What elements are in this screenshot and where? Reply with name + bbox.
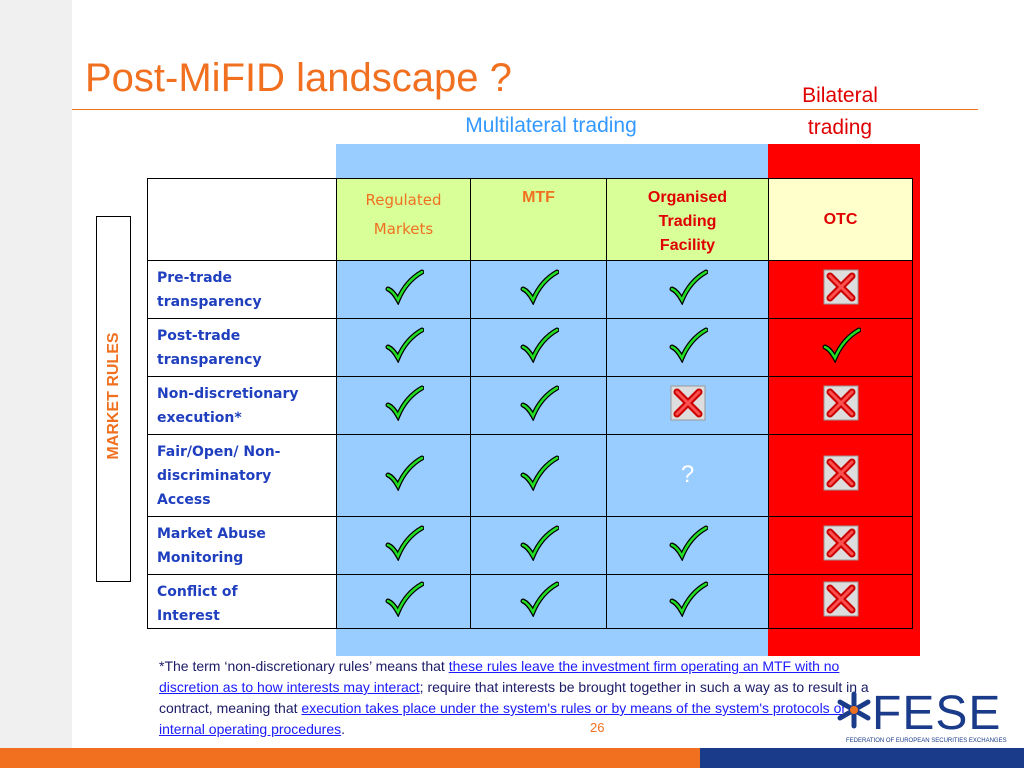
rule-cell [606, 260, 769, 319]
logo-subtitle: FEDERATION OF EUROPEAN SECURITIES EXCHAN… [846, 738, 1007, 744]
footer-bar-orange [0, 748, 700, 768]
check-icon [385, 385, 424, 422]
check-icon [385, 525, 424, 562]
footer-bar-blue [700, 748, 1024, 768]
check-icon [385, 455, 424, 492]
rule-cell [606, 376, 769, 435]
check-icon [669, 327, 708, 364]
rule-cell [768, 318, 913, 377]
cross-icon [823, 455, 858, 491]
rule-cell [768, 434, 913, 517]
header-cell: Regulated Markets [336, 178, 471, 261]
corner-cell [147, 178, 337, 261]
row-label: Pre-trade transparency [157, 270, 262, 310]
footnote-text: ; require that interests be brought toge… [159, 679, 869, 716]
multilateral-label: Multilateral trading [465, 114, 637, 137]
row-label: Fair/Open/ Non-discriminatory Access [157, 444, 281, 508]
rule-cell: ? [606, 434, 769, 517]
footnote-link: execution takes place under the system's… [159, 700, 847, 737]
rule-cell [336, 516, 471, 575]
header-cell: OTC [768, 178, 913, 261]
row-label-cell: Pre-trade transparency [147, 260, 337, 319]
row-label-cell: Post-trade transparency [147, 318, 337, 377]
rules-table: Regulated Markets MTF Organised Trading … [147, 178, 913, 629]
rule-cell [336, 376, 471, 435]
row-label-cell: Fair/Open/ Non-discriminatory Access [147, 434, 337, 517]
row-label: Conflict of Interest [157, 584, 238, 624]
check-icon [520, 385, 559, 422]
footnote: *The term ‘non-discretionary rules’ mean… [159, 656, 874, 740]
side-strip [0, 0, 72, 748]
logo-name: FESE [872, 687, 1002, 740]
footnote-text: . [341, 721, 346, 737]
rule-cell [336, 574, 471, 629]
rule-cell [768, 260, 913, 319]
table-row: Pre-trade transparency [147, 260, 913, 319]
title-rule [72, 109, 978, 110]
check-icon [385, 269, 424, 306]
check-icon [520, 581, 559, 618]
row-label: Post-trade transparency [157, 328, 262, 368]
rule-cell [606, 318, 769, 377]
header-cell: Organised Trading Facility [606, 178, 769, 261]
check-icon [669, 269, 708, 306]
rule-cell [336, 260, 471, 319]
check-icon [669, 525, 708, 562]
rule-cell [470, 574, 607, 629]
rule-cell [336, 434, 471, 517]
question-mark: ? [680, 461, 695, 488]
page-number: 26 [590, 720, 605, 735]
rule-cell [606, 516, 769, 575]
rule-cell [768, 516, 913, 575]
row-label-cell: Market Abuse Monitoring [147, 516, 337, 575]
table-row: Fair/Open/ Non-discriminatory Access? [147, 434, 913, 517]
check-icon [385, 327, 424, 364]
side-box: MARKET RULES [96, 216, 131, 582]
rule-cell [606, 574, 769, 629]
table-row: Post-trade transparency [147, 318, 913, 377]
header-text: MTF [522, 189, 555, 206]
rule-cell [336, 318, 471, 377]
cross-icon [823, 269, 858, 305]
rule-cell [470, 516, 607, 575]
check-icon [520, 327, 559, 364]
rule-cell [768, 376, 913, 435]
table-row: Conflict of Interest [147, 574, 913, 629]
header-text: Regulated Markets [365, 191, 442, 238]
row-label-cell: Conflict of Interest [147, 574, 337, 629]
cross-icon [823, 525, 858, 561]
table-row: Non-discretionary execution* [147, 376, 913, 435]
cross-icon [670, 385, 705, 421]
header-text: OTC [823, 210, 858, 228]
table-row: Market Abuse Monitoring [147, 516, 913, 575]
rule-cell [470, 434, 607, 517]
rule-cell [470, 260, 607, 319]
cross-icon [823, 581, 858, 617]
title: Post-MiFID landscape ? [85, 56, 512, 100]
check-icon [520, 525, 559, 562]
side-label: MARKET RULES [105, 332, 122, 460]
check-icon [520, 455, 559, 492]
footnote-link: these rules leave the investment firm op… [159, 658, 840, 695]
row-label-cell: Non-discretionary execution* [147, 376, 337, 435]
bilateral-label: Bilateral trading [802, 84, 878, 139]
footnote-text: *The term ‘non-discretionary rules’ mean… [159, 658, 449, 674]
logo-star [837, 691, 871, 729]
cross-icon [823, 385, 858, 421]
check-icon [520, 269, 559, 306]
check-icon [669, 581, 708, 618]
check-icon [822, 327, 861, 364]
row-label: Market Abuse Monitoring [157, 526, 266, 566]
header-text: Organised Trading Facility [647, 189, 728, 254]
rule-cell [470, 376, 607, 435]
row-label: Non-discretionary execution* [157, 386, 299, 426]
header-cell: MTF [470, 178, 607, 261]
check-icon [385, 581, 424, 618]
rule-cell [470, 318, 607, 377]
rule-cell [768, 574, 913, 629]
